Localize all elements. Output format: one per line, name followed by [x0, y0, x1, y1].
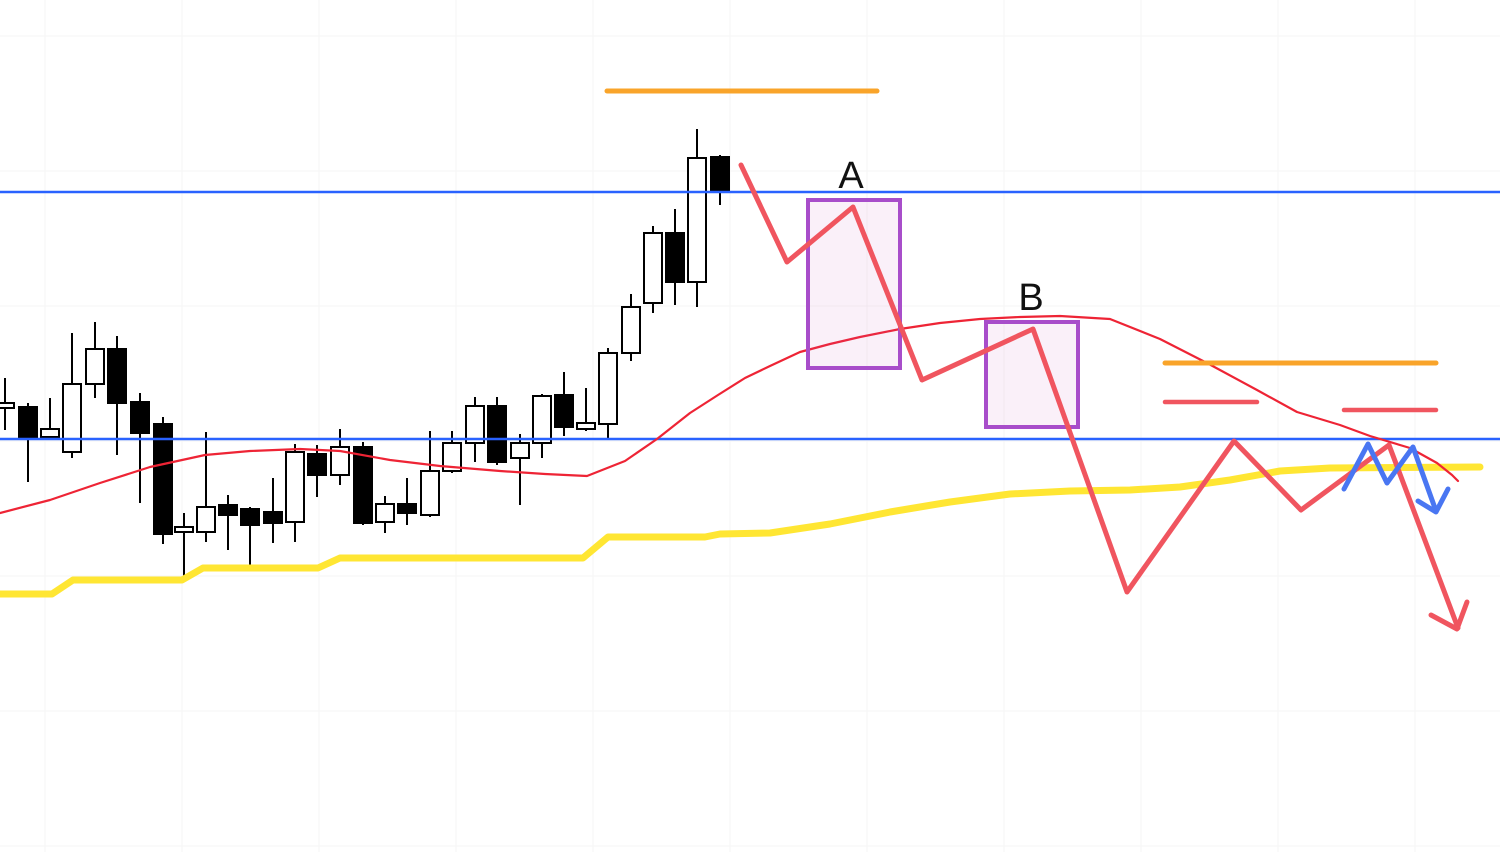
candlestick-series: [0, 129, 730, 578]
blue-projection-zigzag[interactable]: [1341, 441, 1439, 514]
slow-ma-yellow-line: [0, 463, 1484, 598]
zone-label-a[interactable]: A: [838, 155, 864, 197]
red-projection-arrowhead: [1428, 599, 1470, 632]
zone-label-a-text[interactable]: A: [838, 155, 864, 197]
blue-projection-arrowhead: [1415, 486, 1451, 515]
red-projection-zigzag[interactable]: [738, 162, 1461, 631]
zone-label-b[interactable]: B: [1018, 277, 1043, 319]
zone-label-b-text[interactable]: B: [1018, 277, 1043, 319]
fast-ma-red-line: [0, 314, 1460, 515]
